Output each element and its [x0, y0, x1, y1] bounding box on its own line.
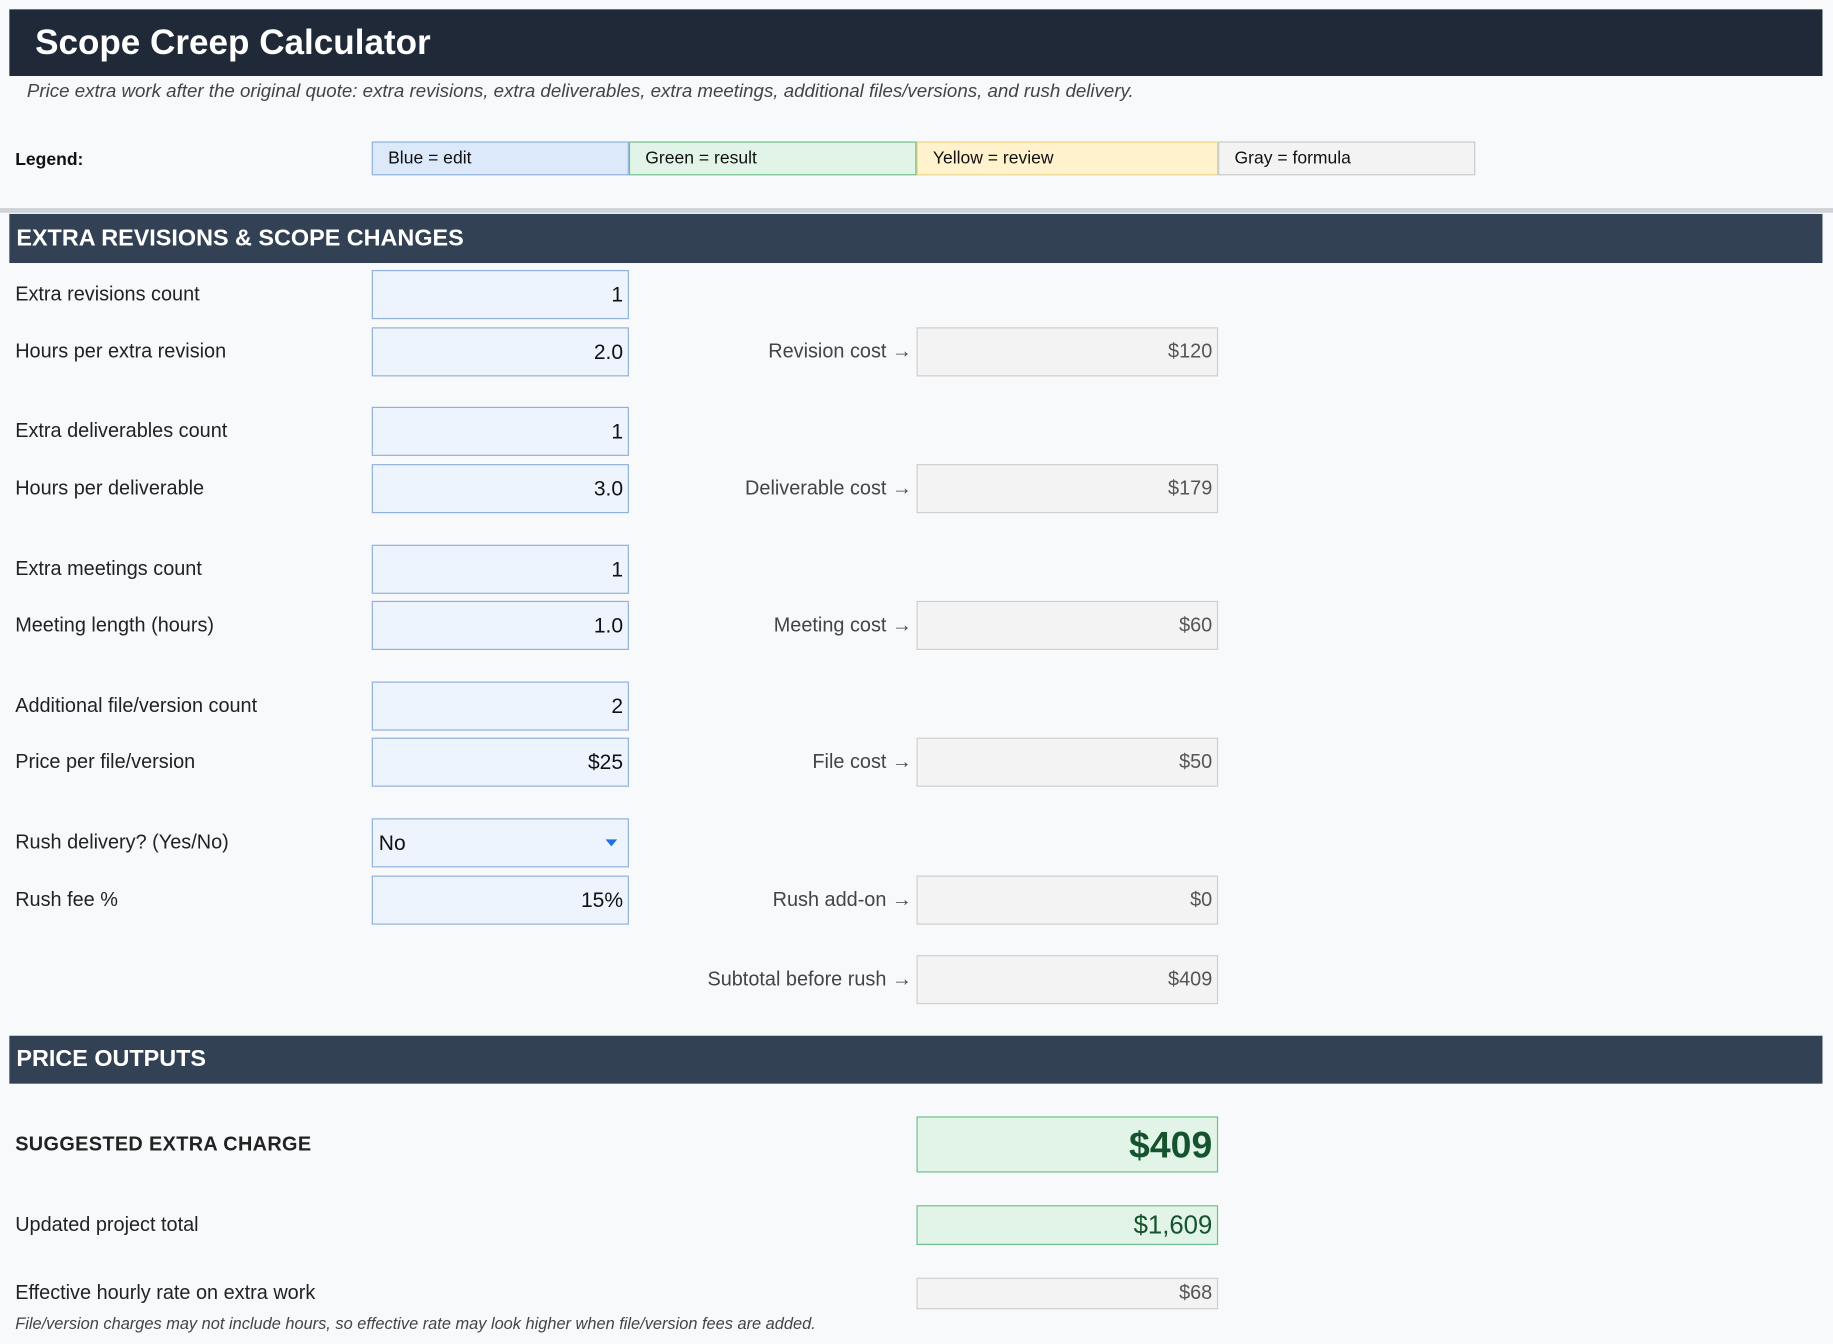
formula-cell: $0 — [916, 875, 1219, 925]
legend-item: Blue = edit — [371, 141, 629, 176]
legend-label: Legend: — [15, 149, 84, 170]
legend-item: Yellow = review — [916, 141, 1219, 176]
output-label: Updated project total — [15, 1213, 199, 1236]
formula-cell: $120 — [916, 327, 1219, 377]
title-bar: Scope Creep Calculator — [9, 9, 1823, 76]
result-cell: $1,609 — [916, 1205, 1219, 1245]
input-cell[interactable]: 2.0 — [371, 327, 629, 377]
formula-cell: $68 — [916, 1277, 1219, 1309]
output-label: Subtotal before rush → — [707, 967, 912, 991]
input-cell[interactable]: 1 — [371, 270, 629, 320]
output-label: SUGGESTED EXTRA CHARGE — [15, 1132, 312, 1155]
output-label: File cost → — [812, 750, 912, 773]
dropdown-arrow[interactable] — [605, 839, 618, 847]
input-label: Extra deliverables count — [15, 419, 228, 442]
section-header: EXTRA REVISIONS & SCOPE CHANGES — [9, 213, 1823, 264]
dropdown[interactable]: No — [371, 818, 629, 868]
separator — [0, 208, 1833, 213]
formula-cell: $409 — [916, 955, 1219, 1005]
formula-cell: $179 — [916, 464, 1219, 514]
subtitle: Price extra work after the original quot… — [26, 81, 1134, 102]
input-label: Rush fee % — [15, 888, 118, 911]
formula-cell: $50 — [916, 737, 1219, 787]
output-label: Effective hourly rate on extra work — [15, 1281, 316, 1304]
formula-cell: $60 — [916, 600, 1219, 650]
input-label: Extra meetings count — [15, 557, 202, 580]
section-header: PRICE OUTPUTS — [9, 1035, 1823, 1084]
input-cell[interactable]: 3.0 — [371, 464, 629, 514]
input-cell[interactable]: 15% — [371, 875, 629, 925]
input-cell[interactable]: 1 — [371, 406, 629, 456]
title: Scope Creep Calculator — [35, 23, 431, 62]
input-cell[interactable]: 2 — [371, 681, 629, 731]
output-label: Revision cost → — [768, 340, 912, 363]
input-cell[interactable]: 1.0 — [371, 600, 629, 650]
input-label: Extra revisions count — [15, 282, 200, 306]
input-label: Meeting length (hours) — [15, 613, 215, 636]
input-cell[interactable]: $25 — [371, 737, 629, 787]
legend-item: Gray = formula — [1218, 141, 1476, 176]
input-label: Hours per extra revision — [15, 340, 227, 363]
input-label: Price per file/version — [15, 750, 196, 773]
output-label: Meeting cost → — [773, 613, 912, 636]
result-cell: $409 — [916, 1116, 1219, 1173]
input-cell[interactable]: 1 — [371, 544, 629, 594]
output-label: Deliverable cost → — [745, 476, 912, 500]
legend-item: Green = result — [628, 141, 917, 176]
input-label: Hours per deliverable — [15, 476, 205, 500]
output-label: Rush add-on → — [772, 888, 912, 911]
note: File/version charges may not include hou… — [15, 1313, 816, 1333]
input-label: Rush delivery? (Yes/No) — [15, 831, 229, 854]
input-label: Additional file/version count — [15, 694, 258, 717]
